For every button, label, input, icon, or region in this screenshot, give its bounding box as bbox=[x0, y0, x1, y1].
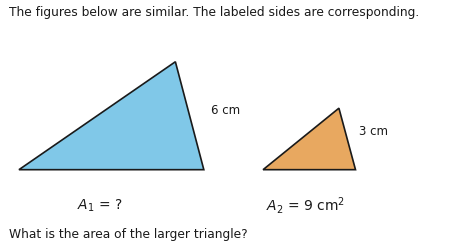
Polygon shape bbox=[263, 109, 356, 170]
Polygon shape bbox=[19, 62, 204, 170]
Text: 6 cm: 6 cm bbox=[211, 104, 240, 117]
Text: 3 cm: 3 cm bbox=[359, 125, 388, 138]
Text: $A_2$ = 9 cm$^2$: $A_2$ = 9 cm$^2$ bbox=[266, 194, 345, 216]
Text: $A_1$ = ?: $A_1$ = ? bbox=[77, 197, 122, 213]
Text: What is the area of the larger triangle?: What is the area of the larger triangle? bbox=[9, 227, 248, 240]
Text: The figures below are similar. The labeled sides are corresponding.: The figures below are similar. The label… bbox=[9, 6, 420, 19]
